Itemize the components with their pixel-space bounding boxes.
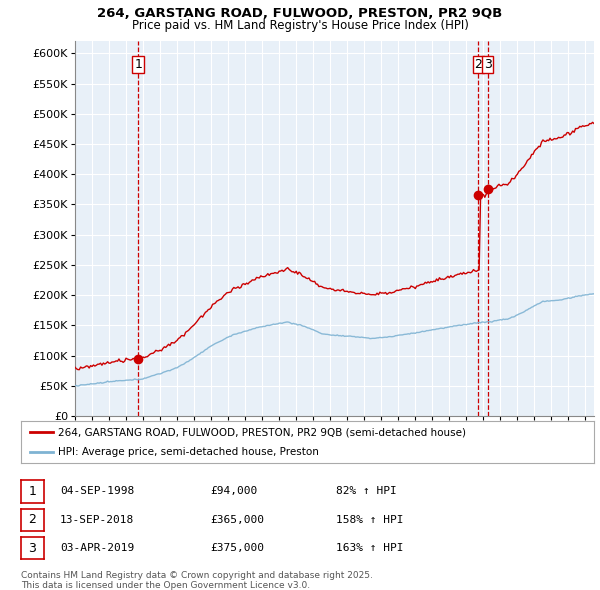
Text: 04-SEP-1998: 04-SEP-1998 xyxy=(60,487,134,496)
Text: 03-APR-2019: 03-APR-2019 xyxy=(60,543,134,553)
Text: 82% ↑ HPI: 82% ↑ HPI xyxy=(336,487,397,496)
Text: 13-SEP-2018: 13-SEP-2018 xyxy=(60,515,134,525)
Text: 2: 2 xyxy=(28,513,37,526)
Text: 3: 3 xyxy=(28,542,37,555)
Text: Contains HM Land Registry data © Crown copyright and database right 2025.
This d: Contains HM Land Registry data © Crown c… xyxy=(21,571,373,590)
Text: £94,000: £94,000 xyxy=(210,487,257,496)
Text: 158% ↑ HPI: 158% ↑ HPI xyxy=(336,515,404,525)
Text: 3: 3 xyxy=(484,58,491,71)
Text: 264, GARSTANG ROAD, FULWOOD, PRESTON, PR2 9QB (semi-detached house): 264, GARSTANG ROAD, FULWOOD, PRESTON, PR… xyxy=(58,427,466,437)
Text: 1: 1 xyxy=(134,58,142,71)
Text: £365,000: £365,000 xyxy=(210,515,264,525)
Text: HPI: Average price, semi-detached house, Preston: HPI: Average price, semi-detached house,… xyxy=(58,447,319,457)
Text: £375,000: £375,000 xyxy=(210,543,264,553)
Text: 163% ↑ HPI: 163% ↑ HPI xyxy=(336,543,404,553)
Text: 2: 2 xyxy=(475,58,482,71)
Text: Price paid vs. HM Land Registry's House Price Index (HPI): Price paid vs. HM Land Registry's House … xyxy=(131,19,469,32)
Text: 264, GARSTANG ROAD, FULWOOD, PRESTON, PR2 9QB: 264, GARSTANG ROAD, FULWOOD, PRESTON, PR… xyxy=(97,7,503,20)
Text: 1: 1 xyxy=(28,485,37,498)
